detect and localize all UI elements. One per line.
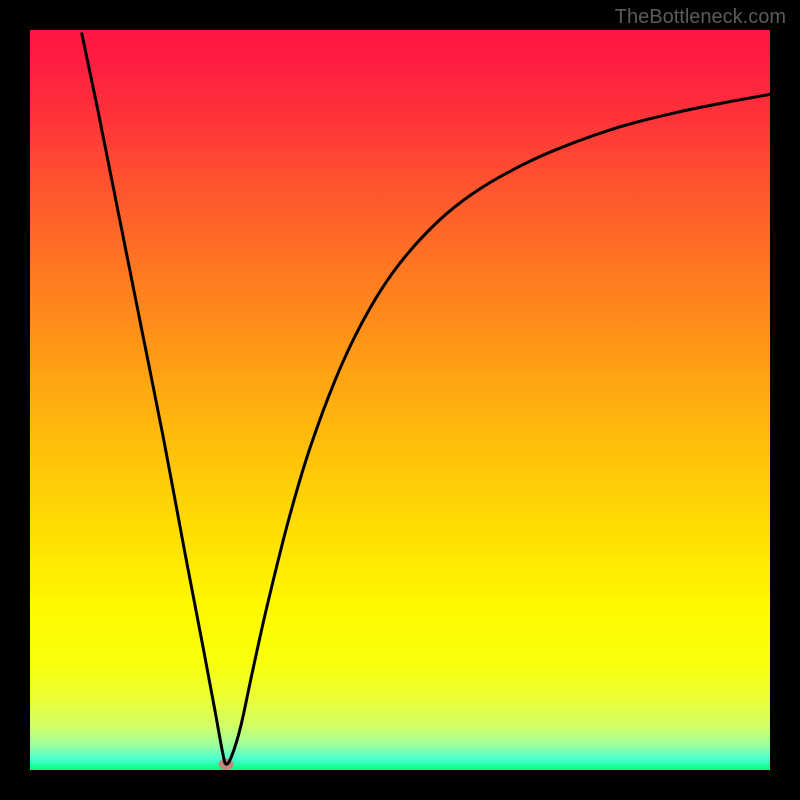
chart-svg: [0, 0, 800, 800]
watermark-text: TheBottleneck.com: [615, 6, 786, 29]
bottleneck-chart: TheBottleneck.com: [0, 0, 800, 800]
plot-background: [30, 30, 770, 770]
